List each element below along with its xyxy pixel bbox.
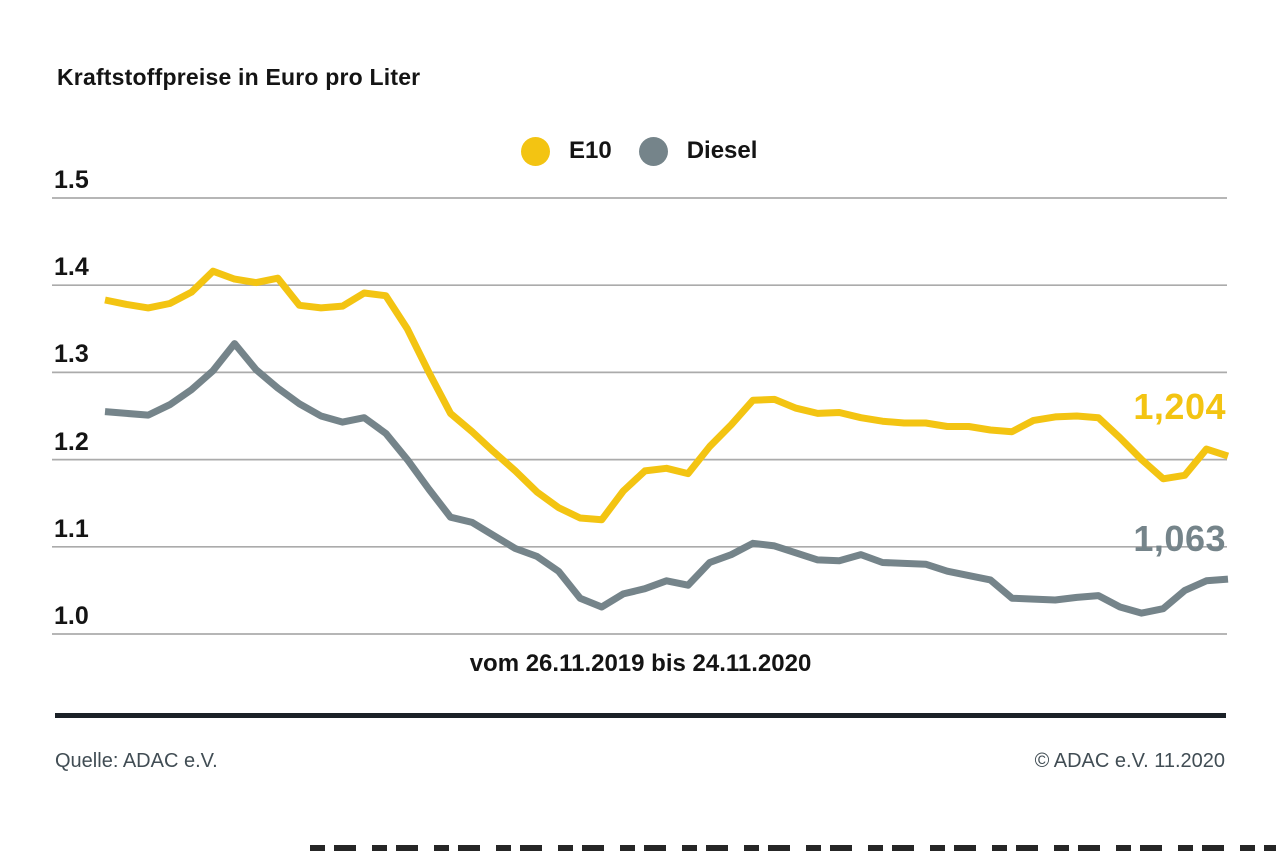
y-axis-tick-1-5: 1.5 xyxy=(54,166,89,194)
source-text: Quelle: ADAC e.V. xyxy=(55,750,218,772)
copyright-text: © ADAC e.V. 11.2020 xyxy=(1034,750,1225,772)
footer-divider xyxy=(55,713,1226,718)
series-line-diesel xyxy=(104,340,1229,617)
legend-e10-swatch-icon xyxy=(521,136,550,166)
y-axis-tick-1-4: 1.4 xyxy=(54,253,89,281)
y-axis-tick-1-3: 1.3 xyxy=(54,340,89,368)
legend: E10 Diesel xyxy=(521,135,757,167)
chart-title: Kraftstoffpreise in Euro pro Liter xyxy=(57,64,421,90)
x-axis-caption: vom 26.11.2019 bis 24.11.2020 xyxy=(469,650,812,677)
series-line-e10 xyxy=(104,267,1230,524)
legend-diesel-label: Diesel xyxy=(686,137,758,164)
diesel-end-value-label: 1,063 xyxy=(1133,518,1226,559)
legend-e10-label: E10 xyxy=(569,137,612,164)
y-axis-tick-1-1: 1.1 xyxy=(54,515,89,543)
legend-diesel-swatch-icon xyxy=(638,136,668,166)
cropped-text-fragment xyxy=(310,845,1276,851)
e10-end-value-label: 1,204 xyxy=(1133,386,1226,427)
y-axis-tick-1-2: 1.2 xyxy=(54,428,89,456)
y-axis-tick-1-0: 1.0 xyxy=(54,602,89,630)
